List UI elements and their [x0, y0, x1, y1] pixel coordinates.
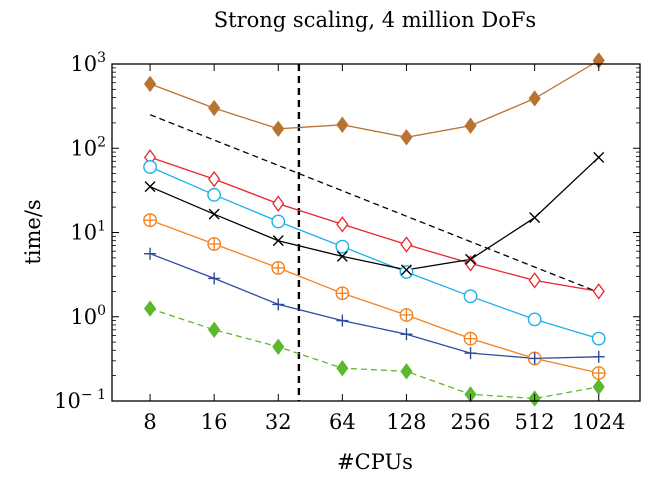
data-point-diamond — [528, 90, 541, 107]
x-tick-label: 64 — [329, 410, 356, 434]
x-axis-label: #CPUs — [337, 450, 413, 474]
x-tick-label: 256 — [450, 410, 490, 434]
y-tick-label: 101 — [70, 219, 106, 245]
data-point-circle-plus — [335, 286, 350, 301]
x-tick-label: 128 — [386, 410, 426, 434]
series-line-3 — [149, 166, 599, 340]
cross-b — [272, 235, 284, 247]
plot-frame — [111, 63, 641, 402]
cross-b — [593, 151, 605, 163]
series-line-5 — [149, 219, 599, 374]
series-line-4 — [149, 156, 600, 271]
data-point-plus — [272, 298, 285, 311]
series-line-6 — [149, 253, 599, 360]
y-tick-label-base: 10 — [70, 136, 97, 160]
y-tick-label-exponent: 2 — [97, 134, 106, 150]
data-point-cross — [144, 181, 156, 193]
y-tick-label-base: 10 — [70, 221, 97, 245]
data-point-diamond — [208, 99, 221, 117]
cross-b — [400, 264, 412, 276]
data-point-circle — [591, 331, 606, 346]
data-point-diamond — [400, 236, 413, 253]
series-layer — [149, 59, 600, 401]
data-point-circle — [527, 312, 542, 327]
data-point-plus — [144, 247, 157, 260]
y-tick-label-exponent: 3 — [97, 50, 106, 66]
data-point-diamond — [336, 216, 349, 233]
data-point-circle-plus — [143, 213, 157, 228]
series-line-0 — [149, 59, 600, 138]
data-point-diamond — [336, 359, 349, 377]
data-point-cross — [593, 151, 605, 163]
data-point-plus — [528, 352, 541, 365]
data-point-plus — [208, 272, 221, 285]
data-point-circle — [335, 239, 350, 254]
data-point-plus — [592, 350, 605, 363]
data-point-diamond — [336, 116, 349, 133]
data-point-circle — [207, 187, 222, 202]
series-line-7 — [149, 307, 599, 400]
data-point-diamond — [208, 170, 221, 188]
cross-b — [465, 253, 477, 265]
cross-b — [144, 181, 156, 193]
y-tick-label: 100 — [70, 303, 106, 329]
x-tick-label: 512 — [515, 410, 555, 434]
data-point-diamond — [143, 75, 157, 93]
y-tick-label-base: 10 — [70, 52, 97, 76]
data-point-circle-plus — [207, 237, 222, 251]
y-axis-label: time/s — [21, 199, 45, 264]
data-point-diamond — [592, 283, 605, 300]
data-point-circle-plus — [399, 308, 414, 322]
data-point-circle-plus — [271, 261, 286, 275]
chart-title: Strong scaling, 4 million DoFs — [214, 8, 536, 32]
series-line-1 — [149, 114, 599, 293]
y-tick-label: 10− 1 — [54, 387, 106, 413]
data-point-diamond — [208, 321, 221, 339]
y-tick-label-base: 10 — [70, 305, 97, 329]
y-tick-label: 103 — [70, 50, 106, 76]
data-point-diamond — [272, 338, 285, 356]
x-tick-label: 8 — [143, 410, 156, 434]
data-point-diamond — [464, 255, 477, 272]
data-point-cross — [272, 235, 284, 247]
data-point-plus — [336, 314, 349, 327]
cross-b — [529, 212, 541, 224]
data-point-plus — [400, 328, 413, 341]
x-tick-label: 1024 — [572, 410, 625, 434]
y-tick-label-exponent: 0 — [97, 303, 106, 319]
data-point-circle-plus — [591, 366, 606, 380]
data-point-diamond — [400, 363, 413, 380]
cross-b — [336, 250, 348, 262]
data-point-circle — [399, 265, 414, 279]
y-tick-label-base: 10 — [54, 389, 81, 413]
data-point-diamond — [272, 195, 285, 212]
y-tick-label-exponent: 1 — [97, 219, 106, 235]
data-point-diamond — [143, 300, 157, 317]
y-tick-label: 102 — [70, 134, 106, 160]
data-point-cross — [400, 264, 412, 276]
data-point-diamond — [272, 120, 285, 138]
data-point-plus — [464, 347, 477, 360]
data-point-diamond — [464, 117, 477, 134]
data-point-circle — [143, 160, 157, 174]
series-line-2 — [149, 156, 599, 293]
data-point-cross — [208, 208, 220, 220]
data-point-cross — [529, 212, 541, 224]
marker-layer — [143, 52, 606, 407]
y-tick-label-exponent: − 1 — [81, 387, 106, 403]
cross-b — [208, 208, 220, 220]
x-tick-label: 16 — [201, 410, 228, 434]
data-point-cross — [336, 250, 348, 262]
x-tick-label: 32 — [265, 410, 292, 434]
data-point-diamond — [400, 129, 413, 146]
data-point-circle — [463, 289, 478, 304]
data-point-diamond — [592, 378, 605, 396]
data-point-diamond — [528, 272, 541, 289]
data-point-circle — [271, 214, 286, 229]
data-point-circle-plus — [463, 331, 478, 346]
data-point-cross — [465, 253, 477, 265]
